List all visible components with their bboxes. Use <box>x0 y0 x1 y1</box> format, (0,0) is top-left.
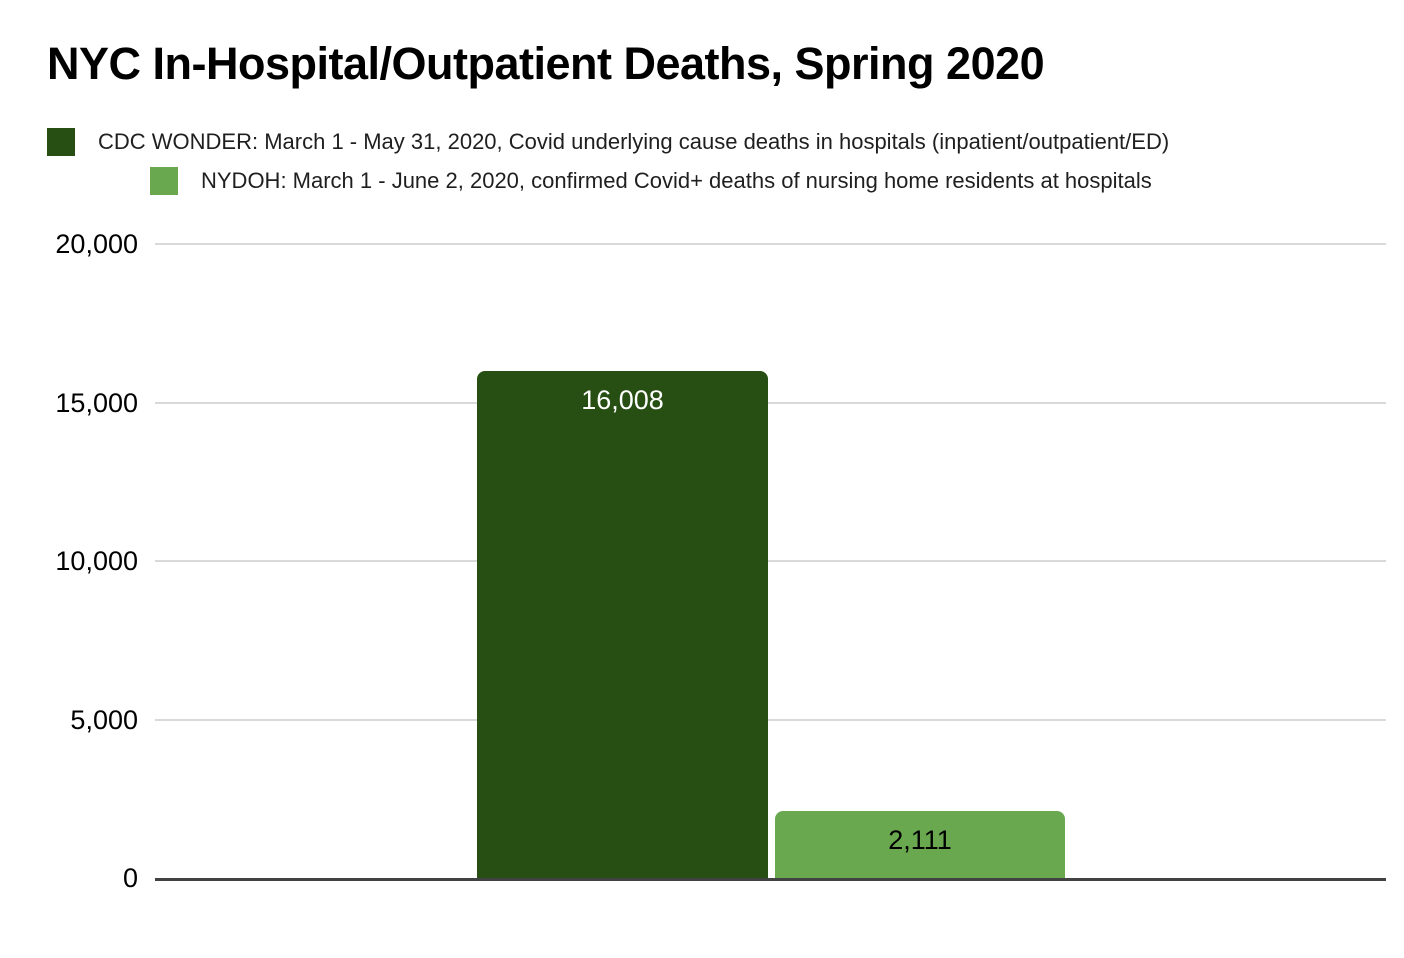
legend-label-cdc-wonder: CDC WONDER: March 1 - May 31, 2020, Covi… <box>98 129 1170 154</box>
bar-nydoh[interactable]: 2,111 <box>775 811 1065 878</box>
y-tick-label: 10,000 <box>55 546 138 576</box>
gridline <box>155 401 1386 404</box>
bar-cdc-wonder[interactable]: 16,008 <box>477 371 768 878</box>
y-tick-label: 5,000 <box>70 704 138 735</box>
chart-title: NYC In-Hospital/Outpatient Deaths, Sprin… <box>47 38 1045 89</box>
x-axis-line <box>155 878 1386 881</box>
legend-label-nydoh: NYDOH: March 1 - June 2, 2020, confirmed… <box>201 168 1152 193</box>
gridline <box>155 718 1386 721</box>
legend-swatch-cdc-wonder-icon <box>47 128 75 156</box>
legend-swatch-nydoh-icon <box>150 167 178 195</box>
y-tick-label: 20,000 <box>55 229 138 259</box>
y-tick-label: 15,000 <box>55 387 138 418</box>
gridline <box>155 243 1386 245</box>
y-tick-label: 0 <box>122 863 138 893</box>
legend-item-nydoh[interactable]: NYDOH: March 1 - June 2, 2020, confirmed… <box>150 167 1152 195</box>
legend-item-cdc-wonder[interactable]: CDC WONDER: March 1 - May 31, 2020, Covi… <box>47 128 1169 156</box>
bar-value-label: 16,008 <box>581 385 664 415</box>
bar-value-label: 2,111 <box>888 825 952 855</box>
gridline <box>155 560 1386 562</box>
